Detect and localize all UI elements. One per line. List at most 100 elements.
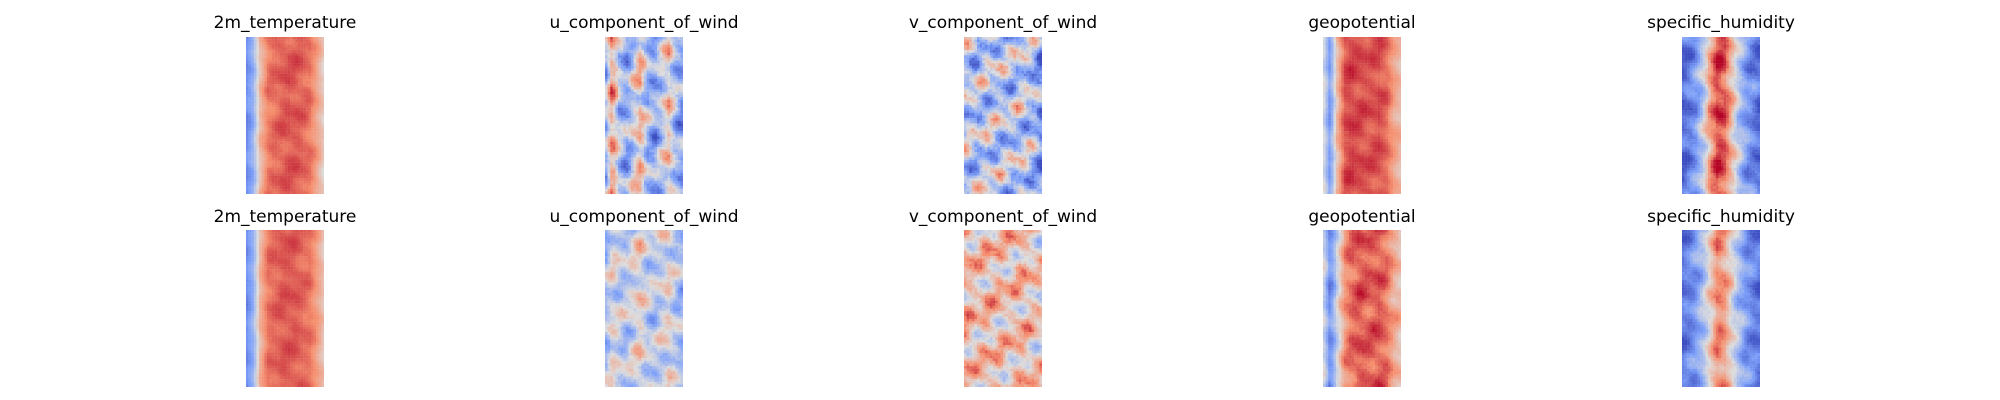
heatmap-cell bbox=[618, 141, 621, 145]
heatmap-cell bbox=[672, 94, 676, 98]
heatmap-cell bbox=[261, 175, 265, 179]
heatmap-cell bbox=[677, 89, 681, 93]
heatmap-cell bbox=[610, 78, 613, 82]
heatmap-cell bbox=[651, 115, 655, 119]
heatmap-cell bbox=[680, 157, 683, 161]
heatmap-cell bbox=[641, 123, 645, 127]
heatmap-cell bbox=[253, 167, 257, 171]
heatmap-cell bbox=[672, 170, 676, 174]
heatmap-cell bbox=[282, 123, 286, 127]
heatmap-cell bbox=[636, 110, 639, 114]
heatmap-cell bbox=[615, 97, 619, 100]
heatmap-cell bbox=[670, 110, 673, 114]
heatmap-cell bbox=[1039, 107, 1042, 111]
heatmap-cell bbox=[646, 65, 650, 69]
heatmap-cell bbox=[274, 165, 278, 168]
heatmap-cell bbox=[990, 71, 993, 74]
heatmap-cell bbox=[672, 44, 676, 48]
heatmap-cell bbox=[248, 107, 252, 111]
heatmap-cell bbox=[651, 131, 655, 134]
heatmap-cell bbox=[1000, 91, 1004, 95]
heatmap-cell bbox=[279, 178, 283, 182]
heatmap-cell bbox=[625, 139, 629, 142]
heatmap-cell bbox=[662, 102, 665, 106]
heatmap-cell bbox=[644, 123, 647, 127]
heatmap-cell bbox=[264, 133, 267, 137]
heatmap-cell bbox=[308, 141, 312, 145]
heatmap-cell bbox=[264, 42, 267, 45]
heatmap-cell bbox=[272, 99, 275, 103]
heatmap-cell bbox=[282, 76, 286, 80]
heatmap-cell bbox=[992, 105, 996, 108]
heatmap-cell bbox=[251, 105, 254, 108]
heatmap-cell bbox=[285, 133, 288, 137]
heatmap-cell bbox=[266, 63, 270, 66]
heatmap-cell bbox=[246, 89, 249, 93]
heatmap-cell bbox=[1026, 71, 1030, 74]
heatmap-cell bbox=[259, 112, 262, 116]
heatmap-cell bbox=[664, 37, 668, 40]
heatmap-cell bbox=[246, 91, 249, 95]
heatmap-cell bbox=[680, 159, 683, 163]
heatmap-cell bbox=[264, 191, 267, 194]
heatmap-cell bbox=[651, 112, 655, 116]
heatmap-cell bbox=[272, 173, 275, 176]
heatmap-cell bbox=[990, 110, 993, 114]
heatmap-cell bbox=[282, 120, 286, 124]
heatmap-cell bbox=[675, 128, 678, 132]
heatmap-cell bbox=[677, 68, 681, 72]
heatmap-cell bbox=[644, 175, 647, 179]
heatmap-cell bbox=[311, 37, 314, 40]
heatmap-cell bbox=[992, 42, 996, 45]
heatmap-cell bbox=[279, 165, 283, 168]
heatmap-cell bbox=[641, 149, 645, 153]
heatmap-cell bbox=[649, 118, 652, 121]
heatmap-cell bbox=[1008, 42, 1011, 45]
heatmap-cell bbox=[308, 159, 312, 163]
heatmap-cell bbox=[272, 57, 275, 61]
heatmap-cell bbox=[646, 162, 650, 166]
heatmap-cell bbox=[1016, 55, 1019, 59]
heatmap-cell bbox=[623, 159, 626, 163]
heatmap-cell bbox=[300, 152, 304, 155]
heatmap-cell bbox=[649, 68, 652, 72]
heatmap-cell bbox=[623, 110, 626, 114]
heatmap-cell bbox=[646, 50, 650, 53]
heatmap-cell bbox=[274, 57, 278, 61]
heatmap-cell bbox=[638, 86, 642, 90]
heatmap-cell bbox=[984, 42, 988, 45]
heatmap-cell bbox=[997, 50, 1001, 53]
heatmap-cell bbox=[321, 91, 324, 95]
heatmap-cell bbox=[982, 42, 985, 45]
heatmap-cell bbox=[300, 52, 304, 56]
heatmap-cell bbox=[1031, 102, 1035, 106]
heatmap-cell bbox=[631, 154, 634, 158]
heatmap-cell bbox=[680, 60, 683, 64]
heatmap-cell bbox=[649, 144, 652, 148]
heatmap-cell bbox=[1005, 131, 1009, 134]
heatmap-cell bbox=[272, 97, 275, 100]
heatmap-cell bbox=[641, 183, 645, 187]
heatmap-cell bbox=[662, 39, 665, 43]
heatmap-cell bbox=[277, 42, 280, 45]
heatmap-cell bbox=[246, 60, 249, 64]
heatmap-cell bbox=[290, 73, 293, 77]
heatmap-cell bbox=[282, 178, 286, 182]
heatmap-cell bbox=[311, 149, 314, 153]
heatmap-cell bbox=[269, 178, 273, 182]
heatmap-cell bbox=[1034, 99, 1037, 103]
heatmap-cell bbox=[623, 144, 626, 148]
heatmap-cell bbox=[251, 97, 254, 100]
heatmap-cell bbox=[279, 105, 283, 108]
heatmap-cell bbox=[1013, 86, 1017, 90]
heatmap-cell bbox=[605, 141, 608, 145]
heatmap-cell bbox=[649, 99, 652, 103]
heatmap-cell bbox=[256, 115, 260, 119]
heatmap-cell bbox=[966, 105, 970, 108]
heatmap-cell bbox=[612, 159, 616, 163]
heatmap-cell bbox=[649, 94, 652, 98]
heatmap-cell bbox=[1016, 68, 1019, 72]
heatmap-cell bbox=[607, 154, 611, 158]
heatmap-cell bbox=[1021, 50, 1024, 53]
heatmap-cell bbox=[607, 73, 611, 77]
